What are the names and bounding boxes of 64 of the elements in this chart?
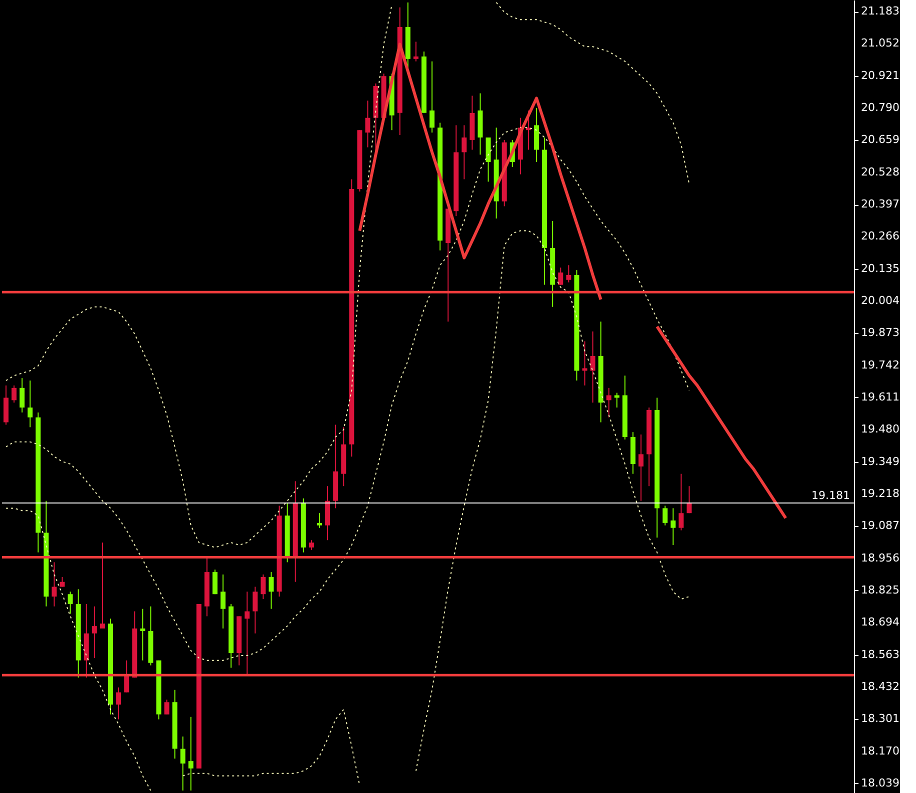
y-tick-label: 20.790	[861, 101, 900, 114]
candlestick	[462, 124, 467, 180]
y-tick-label: 20.528	[861, 165, 900, 178]
candlestick	[116, 686, 122, 720]
y-tick-label: 18.170	[861, 744, 900, 758]
candlestick	[413, 41, 418, 62]
line-series	[6, 127, 690, 661]
y-tick-label: 20.659	[861, 133, 900, 146]
candlestick	[566, 264, 572, 283]
y-tick-label: 20.135	[861, 262, 900, 275]
y-tick-label: 18.301	[861, 712, 900, 726]
candlestick	[365, 100, 370, 148]
y-tick-label: 19.480	[861, 422, 900, 436]
y-tick-label: 21.183	[861, 4, 900, 18]
candlestick	[12, 384, 17, 404]
candlestick	[28, 380, 33, 428]
candlestick	[68, 591, 73, 614]
candlestick	[308, 540, 314, 550]
candlestick	[526, 110, 531, 150]
y-tick-label: 19.087	[861, 519, 900, 532]
y-tick-label: 20.266	[861, 230, 900, 243]
candlestick	[260, 574, 266, 600]
candlestick	[252, 586, 258, 634]
y-tick-label: 18.825	[861, 583, 900, 596]
line-series	[656, 325, 788, 520]
y-tick-label: 19.873	[861, 326, 900, 340]
candlestick	[212, 569, 218, 595]
y-tick-label: 18.039	[861, 776, 900, 790]
candlestick	[20, 378, 25, 413]
candlestick	[180, 736, 186, 792]
candlestick	[52, 562, 57, 607]
candlestick	[316, 512, 322, 528]
candlestick	[678, 473, 684, 531]
y-tick-label: 19.349	[861, 454, 900, 468]
candlestick	[220, 574, 226, 630]
candlestick	[670, 508, 676, 546]
y-tick-label: 20.921	[861, 68, 900, 82]
candlestick	[268, 572, 274, 610]
candlestick	[430, 60, 435, 134]
y-tick-label: 18.432	[861, 680, 900, 693]
candlestick	[244, 591, 250, 676]
candlestick	[140, 608, 146, 661]
candlestick	[590, 330, 596, 404]
y-tick-label: 20.004	[861, 294, 900, 307]
candlestick	[100, 542, 105, 630]
y-tick-label: 21.052	[861, 36, 900, 50]
y-tick-label: 19.742	[861, 358, 900, 372]
candlestick	[558, 267, 564, 286]
candlestick	[686, 486, 692, 514]
candlestick	[164, 699, 170, 715]
y-tick-label: 19.218	[861, 486, 900, 500]
y-tick-label: 18.956	[861, 551, 900, 564]
y-tick-label: 20.397	[861, 198, 900, 211]
candlestick	[124, 660, 130, 693]
candlestick	[662, 505, 668, 526]
candlestick	[92, 606, 97, 658]
y-tick-label: 19.611	[861, 390, 900, 404]
candlestick	[638, 434, 644, 502]
ref-line-label: 19.181	[812, 489, 850, 502]
candlestick	[60, 576, 65, 588]
y-tick-label: 18.563	[861, 648, 900, 661]
candlestick	[188, 716, 194, 792]
candlestick	[606, 387, 612, 418]
y-tick-label: 18.694	[861, 616, 900, 629]
